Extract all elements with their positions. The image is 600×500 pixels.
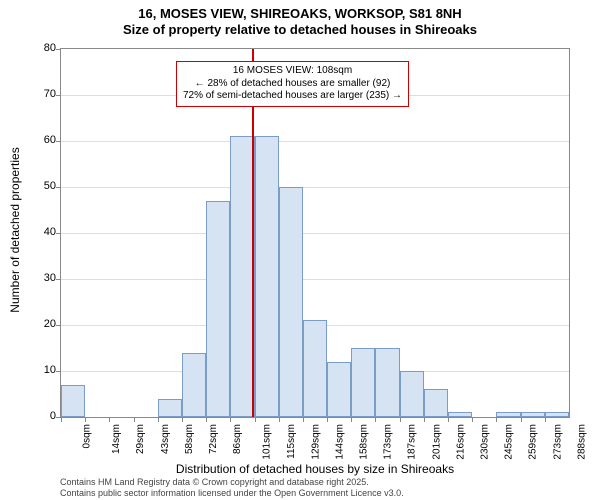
- x-tick-mark: [85, 417, 86, 422]
- x-tick-mark: [545, 417, 546, 422]
- x-tick-mark: [472, 417, 473, 422]
- x-tick-label: 115sqm: [285, 424, 296, 459]
- title-line-2: Size of property relative to detached ho…: [0, 22, 600, 38]
- x-tick-mark: [351, 417, 352, 422]
- x-tick-mark: [109, 417, 110, 422]
- x-tick-mark: [521, 417, 522, 422]
- y-tick-mark: [56, 95, 61, 96]
- x-tick-mark: [134, 417, 135, 422]
- annotation-box: 16 MOSES VIEW: 108sqm← 28% of detached h…: [176, 61, 409, 107]
- annotation-line-1: 16 MOSES VIEW: 108sqm: [183, 65, 402, 78]
- x-tick-label: 245sqm: [504, 424, 515, 460]
- y-tick-mark: [56, 279, 61, 280]
- x-tick-mark: [158, 417, 159, 422]
- x-axis-title: Distribution of detached houses by size …: [60, 462, 570, 476]
- x-tick-label: 288sqm: [576, 424, 587, 460]
- x-tick-mark: [182, 417, 183, 422]
- y-tick-label: 80: [26, 42, 56, 54]
- x-tick-label: 230sqm: [480, 424, 491, 460]
- x-tick-label: 58sqm: [184, 424, 195, 454]
- y-tick-label: 40: [26, 226, 56, 238]
- y-tick-mark: [56, 49, 61, 50]
- gridline: [61, 279, 569, 280]
- x-tick-label: 29sqm: [135, 424, 146, 454]
- y-tick-mark: [56, 187, 61, 188]
- histogram-bar: [158, 399, 182, 417]
- histogram-bar: [448, 412, 472, 417]
- x-tick-label: 101sqm: [262, 424, 273, 460]
- y-tick-label: 10: [26, 364, 56, 376]
- x-tick-label: 129sqm: [310, 424, 321, 460]
- x-tick-label: 0sqm: [81, 424, 92, 448]
- y-tick-label: 60: [26, 134, 56, 146]
- gridline: [61, 141, 569, 142]
- y-tick-label: 20: [26, 318, 56, 330]
- y-tick-mark: [56, 325, 61, 326]
- x-tick-mark: [448, 417, 449, 422]
- y-tick-mark: [56, 233, 61, 234]
- x-tick-mark: [303, 417, 304, 422]
- x-tick-mark: [255, 417, 256, 422]
- x-tick-label: 259sqm: [528, 424, 539, 460]
- histogram-bar: [496, 412, 520, 417]
- x-tick-label: 86sqm: [232, 424, 243, 454]
- histogram-bar: [351, 348, 375, 417]
- histogram-bar: [206, 201, 230, 417]
- x-tick-label: 273sqm: [552, 424, 563, 460]
- y-tick-label: 0: [26, 410, 56, 422]
- histogram-bar: [545, 412, 569, 417]
- histogram-bar: [279, 187, 303, 417]
- footer-line-2: Contains public sector information licen…: [60, 488, 404, 498]
- histogram-bar: [424, 389, 448, 417]
- title-line-1: 16, MOSES VIEW, SHIREOAKS, WORKSOP, S81 …: [0, 6, 600, 22]
- x-tick-mark: [424, 417, 425, 422]
- y-tick-label: 70: [26, 88, 56, 100]
- histogram-bar: [303, 320, 327, 417]
- x-tick-label: 201sqm: [431, 424, 442, 460]
- footer-line-1: Contains HM Land Registry data © Crown c…: [60, 477, 404, 487]
- histogram-bar: [327, 362, 351, 417]
- attribution-footer: Contains HM Land Registry data © Crown c…: [60, 477, 404, 498]
- x-tick-label: 72sqm: [208, 424, 219, 454]
- y-tick-mark: [56, 371, 61, 372]
- chart-container: 16, MOSES VIEW, SHIREOAKS, WORKSOP, S81 …: [0, 0, 600, 500]
- y-tick-label: 30: [26, 272, 56, 284]
- x-tick-label: 43sqm: [160, 424, 171, 454]
- chart-title: 16, MOSES VIEW, SHIREOAKS, WORKSOP, S81 …: [0, 0, 600, 39]
- plot-area: 16 MOSES VIEW: 108sqm← 28% of detached h…: [60, 48, 570, 418]
- annotation-line-2: ← 28% of detached houses are smaller (92…: [183, 78, 402, 91]
- x-tick-mark: [279, 417, 280, 422]
- x-tick-mark: [375, 417, 376, 422]
- annotation-line-3: 72% of semi-detached houses are larger (…: [183, 90, 402, 103]
- x-tick-mark: [61, 417, 62, 422]
- histogram-bar: [375, 348, 399, 417]
- x-tick-mark: [327, 417, 328, 422]
- x-tick-label: 144sqm: [334, 424, 345, 460]
- histogram-bar: [61, 385, 85, 417]
- histogram-bar: [182, 353, 206, 417]
- x-tick-label: 14sqm: [111, 424, 122, 454]
- x-tick-label: 173sqm: [383, 424, 394, 460]
- gridline: [61, 233, 569, 234]
- x-tick-mark: [496, 417, 497, 422]
- histogram-bar: [521, 412, 545, 417]
- x-tick-label: 158sqm: [359, 424, 370, 460]
- histogram-bar: [255, 136, 279, 417]
- x-tick-mark: [400, 417, 401, 422]
- x-tick-label: 216sqm: [455, 424, 466, 460]
- gridline: [61, 187, 569, 188]
- y-tick-label: 50: [26, 180, 56, 192]
- x-tick-mark: [230, 417, 231, 422]
- y-tick-mark: [56, 141, 61, 142]
- histogram-bar: [400, 371, 424, 417]
- x-tick-label: 187sqm: [407, 424, 418, 460]
- x-tick-mark: [206, 417, 207, 422]
